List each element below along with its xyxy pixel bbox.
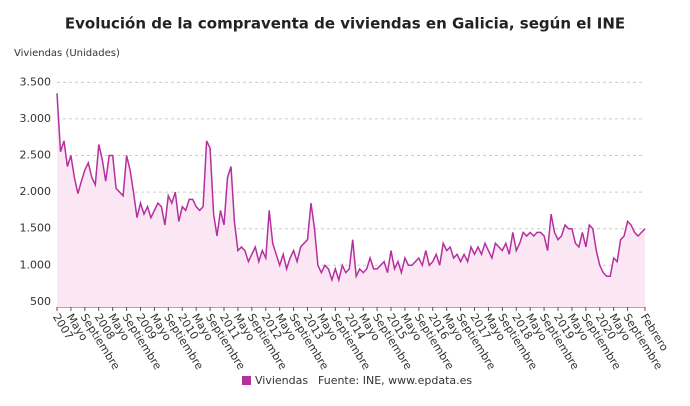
chart-title: Evolución de la compraventa de viviendas… <box>65 15 625 33</box>
line <box>56 93 646 283</box>
y-tick-label: 3.500 <box>20 75 52 88</box>
legend-label: Viviendas <box>255 374 308 387</box>
y-tick-label: 1.000 <box>20 258 52 271</box>
legend-swatch <box>242 376 251 385</box>
y-tick-label: 500 <box>30 295 51 308</box>
source: Fuente: INE, www.epdata.es <box>318 374 472 387</box>
y-tick-label: 3.000 <box>20 112 52 125</box>
area <box>57 93 645 307</box>
y-tick-label: 2.000 <box>20 185 52 198</box>
y-axis-label: Viviendas (Unidades) <box>14 48 120 59</box>
y-tick-label: 1.500 <box>20 222 52 235</box>
y-tick-label: 2.500 <box>20 149 52 162</box>
